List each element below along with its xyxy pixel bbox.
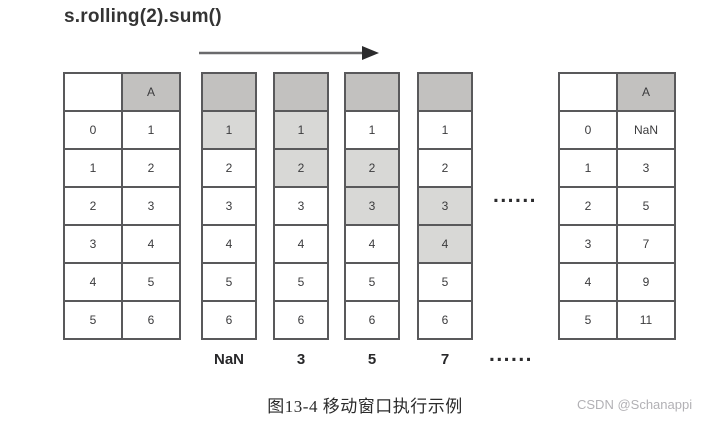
table-cell [63, 72, 123, 112]
code-title: s.rolling(2).sum() [64, 6, 222, 27]
table-cell: 4 [121, 224, 181, 264]
table-cell: 5 [273, 262, 329, 302]
figure-caption: 图13-4 移动窗口执行示例 [267, 397, 463, 416]
table-cell: A [616, 72, 676, 112]
table-cell: 1 [63, 148, 123, 188]
table-cell: 6 [417, 300, 473, 340]
table-cell: A [121, 72, 181, 112]
table-cell: 2 [344, 148, 400, 188]
table-cell [201, 72, 257, 112]
table-cell: 6 [201, 300, 257, 340]
table-cell: 6 [344, 300, 400, 340]
table-cell: NaN [616, 110, 676, 150]
table-cell: 2 [201, 148, 257, 188]
table-cell: 3 [417, 186, 473, 226]
table-cell: 3 [558, 224, 618, 264]
table-cell: 5 [558, 300, 618, 340]
table-cell: 2 [121, 148, 181, 188]
table-cell: 5 [121, 262, 181, 302]
table-cell: 5 [344, 262, 400, 302]
table-cell: 4 [273, 224, 329, 264]
table-cell: 5 [201, 262, 257, 302]
result-value-1: NaN [213, 351, 244, 368]
table-cell [417, 72, 473, 112]
table-cell: 3 [344, 186, 400, 226]
table-cell: 2 [63, 186, 123, 226]
table-cell: 2 [273, 148, 329, 188]
table-cell: 7 [616, 224, 676, 264]
table-cell: 4 [558, 262, 618, 302]
table-cell [344, 72, 400, 112]
table-cell: 5 [63, 300, 123, 340]
table-cell: 2 [558, 186, 618, 226]
table-cell: 1 [121, 110, 181, 150]
table-cell: 3 [63, 224, 123, 264]
ellipsis-bottom: ...... [489, 343, 534, 366]
table-cell: 1 [273, 110, 329, 150]
table-cell: 1 [417, 110, 473, 150]
table-cell: 5 [417, 262, 473, 302]
table-cell: 3 [616, 148, 676, 188]
table-cell: 0 [558, 110, 618, 150]
ellipsis-middle: ...... [493, 184, 538, 207]
table-cell: 1 [344, 110, 400, 150]
table-cell: 3 [201, 186, 257, 226]
table-cell: 4 [344, 224, 400, 264]
result-series-table: A 0 NaN 1 3 2 5 3 7 4 9 5 11 [558, 72, 676, 340]
result-value-3: 5 [367, 351, 377, 368]
table-cell: 11 [616, 300, 676, 340]
table-cell [558, 72, 618, 112]
table-cell: 9 [616, 262, 676, 302]
table-cell: 4 [201, 224, 257, 264]
right-arrow-icon [198, 44, 380, 62]
result-value-4: 7 [440, 351, 450, 368]
table-cell [273, 72, 329, 112]
table-cell: 1 [201, 110, 257, 150]
result-value-2: 3 [296, 351, 306, 368]
table-cell: 6 [273, 300, 329, 340]
table-cell: 3 [273, 186, 329, 226]
table-cell: 2 [417, 148, 473, 188]
table-cell: 4 [417, 224, 473, 264]
table-cell: 0 [63, 110, 123, 150]
table-cell: 6 [121, 300, 181, 340]
table-cell: 3 [121, 186, 181, 226]
table-cell: 1 [558, 148, 618, 188]
table-cell: 5 [616, 186, 676, 226]
watermark-text: CSDN @Schanappi [577, 397, 693, 412]
table-cell: 4 [63, 262, 123, 302]
